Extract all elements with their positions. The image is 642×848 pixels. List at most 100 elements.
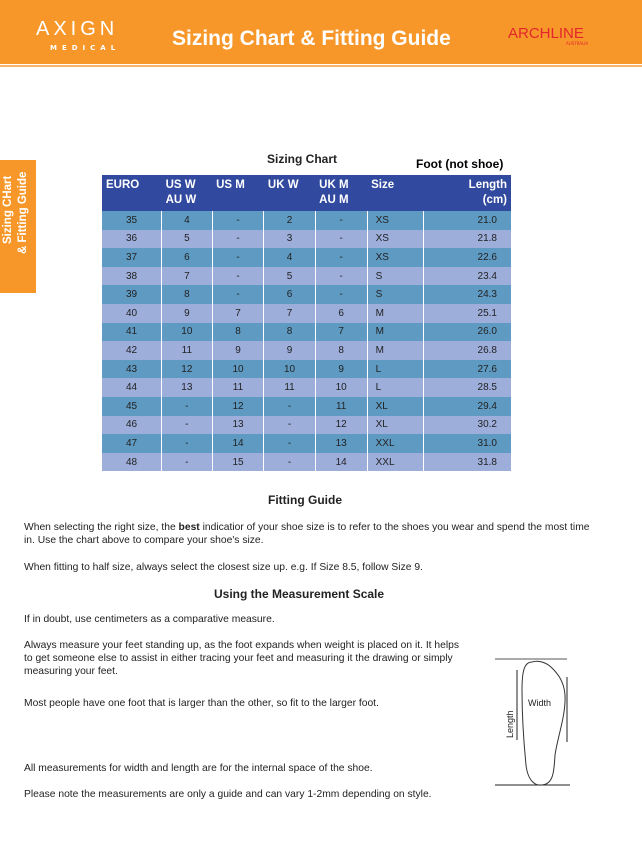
table-row: 35 4-2- XS 21.0 bbox=[102, 211, 511, 230]
table-cell: 8 bbox=[161, 285, 213, 304]
header-line: EURO bbox=[106, 179, 140, 191]
table-cell: 11 bbox=[263, 378, 316, 397]
axign-logo-sub: MEDICAL bbox=[50, 44, 121, 52]
table-cell: - bbox=[212, 266, 265, 286]
table-cell: 12 bbox=[315, 415, 368, 435]
table-cell: 9 bbox=[315, 359, 368, 379]
table-cell: 39 bbox=[102, 285, 163, 304]
archline-logo: ARCHLINE bbox=[508, 25, 584, 42]
table-cell: 31.0 bbox=[423, 434, 511, 453]
table-cell: S bbox=[367, 266, 424, 286]
header-bar bbox=[0, 0, 642, 64]
text: indicatior of your shoe size is to refer… bbox=[24, 522, 590, 546]
table-cell: 7 bbox=[263, 303, 316, 323]
table-row: 40 9 7 7 6 M 25.1 bbox=[102, 303, 511, 323]
table-cell: - bbox=[315, 248, 368, 267]
table-cell: 15 bbox=[212, 452, 265, 472]
table-cell: XS bbox=[367, 229, 424, 249]
header-line: AU W bbox=[165, 194, 197, 206]
table-cell: - bbox=[315, 229, 368, 249]
table-cell: - bbox=[161, 415, 213, 435]
column-header: EURO bbox=[102, 175, 162, 211]
table-cell: 10 bbox=[315, 378, 368, 397]
table-cell: 35 bbox=[102, 211, 163, 230]
column-header: US W AU W bbox=[161, 175, 213, 211]
table-cell: 45 bbox=[102, 396, 163, 416]
table-cell: - bbox=[315, 285, 368, 304]
table-cell: 6 bbox=[315, 303, 368, 323]
foot-diagram: Width Length bbox=[495, 658, 570, 786]
measure-paragraph-3: Most people have one foot that is larger… bbox=[24, 698, 379, 709]
table-row: 43 12 10 10 9 L 27.6 bbox=[102, 359, 511, 379]
table-row: 42 11 9 9 8 M 26.8 bbox=[102, 341, 511, 360]
side-tab-line2: & Fitting Guide bbox=[17, 171, 29, 254]
header-line: Size bbox=[371, 179, 395, 191]
table-cell: XXL bbox=[367, 434, 424, 453]
table-cell: - bbox=[212, 211, 265, 230]
table-cell: 47 bbox=[102, 434, 163, 453]
header-line: UK W bbox=[267, 179, 299, 191]
header-line: UK M bbox=[319, 179, 349, 191]
table-cell: 25.1 bbox=[423, 303, 511, 323]
table-cell: 9 bbox=[212, 341, 265, 360]
table-cell: XXL bbox=[367, 452, 424, 472]
table-cell: M bbox=[367, 322, 424, 342]
measure-paragraph-1: If in doubt, use centimeters as a compar… bbox=[24, 614, 275, 625]
table-cell: 10 bbox=[212, 359, 265, 379]
table-cell: 37 bbox=[102, 248, 163, 267]
table-cell: - bbox=[263, 452, 316, 472]
table-cell: - bbox=[263, 434, 316, 453]
table-cell: 6 bbox=[263, 285, 316, 304]
table-cell: 10 bbox=[161, 322, 213, 342]
table-cell: 4 bbox=[263, 248, 316, 267]
table-cell: - bbox=[161, 452, 213, 472]
table-cell: L bbox=[367, 359, 424, 379]
table-cell: 13 bbox=[161, 378, 213, 397]
table-cell: - bbox=[161, 434, 213, 453]
table-row: 38 7-5- S 23.4 bbox=[102, 266, 511, 286]
table-cell: 7 bbox=[212, 303, 265, 323]
table-cell: 6 bbox=[161, 248, 213, 267]
table-cell: - bbox=[212, 229, 265, 249]
table-row: 46-13-12 XL 30.2 bbox=[102, 415, 511, 435]
table-cell: 2 bbox=[263, 211, 316, 230]
measurement-title: Using the Measurement Scale bbox=[214, 587, 385, 601]
table-cell: 28.5 bbox=[423, 378, 511, 397]
table-cell: 9 bbox=[263, 341, 316, 360]
page-title: Sizing Chart & Fitting Guide bbox=[172, 27, 451, 50]
table-cell: 14 bbox=[315, 452, 368, 472]
table-cell: 5 bbox=[263, 266, 316, 286]
table-cell: XS bbox=[367, 211, 424, 230]
table-cell: - bbox=[315, 211, 368, 230]
header-divider bbox=[0, 65, 642, 67]
table-cell: - bbox=[212, 285, 265, 304]
table-cell: 31.8 bbox=[423, 452, 511, 472]
table-cell: 9 bbox=[161, 303, 213, 323]
table-cell: 13 bbox=[315, 434, 368, 453]
table-cell: 8 bbox=[315, 341, 368, 360]
axign-logo: AXIGN bbox=[36, 18, 119, 40]
table-row: 41 10 8 8 7 M 26.0 bbox=[102, 322, 511, 342]
width-label: Width bbox=[528, 698, 551, 708]
table-cell: 41 bbox=[102, 322, 163, 342]
archline-logo-sub: AUSTRALIA bbox=[566, 41, 589, 46]
table-cell: 7 bbox=[161, 266, 213, 286]
table-cell: 13 bbox=[212, 415, 265, 435]
text: When selecting the right size, the bbox=[24, 522, 179, 533]
fitting-paragraph-1: When selecting the right size, the best … bbox=[24, 521, 599, 547]
table-row: 47-14-13 XXL 31.0 bbox=[102, 434, 511, 453]
table-cell: 26.0 bbox=[423, 322, 511, 342]
column-header: UK W bbox=[263, 175, 316, 211]
table-cell: 8 bbox=[212, 322, 265, 342]
table-row: 39 8-6- S 24.3 bbox=[102, 285, 511, 304]
table-cell: L bbox=[367, 378, 424, 397]
table-cell: 3 bbox=[263, 229, 316, 249]
table-row: 45-12-11 XL 29.4 bbox=[102, 396, 511, 416]
side-tab-line1: Sizing CHart bbox=[2, 175, 14, 244]
bold-text: best bbox=[178, 522, 200, 533]
table-cell: 40 bbox=[102, 303, 163, 323]
header-line: Length bbox=[468, 179, 507, 191]
table-cell: 29.4 bbox=[423, 396, 511, 416]
table-cell: 8 bbox=[263, 322, 316, 342]
table-cell: 5 bbox=[161, 229, 213, 249]
